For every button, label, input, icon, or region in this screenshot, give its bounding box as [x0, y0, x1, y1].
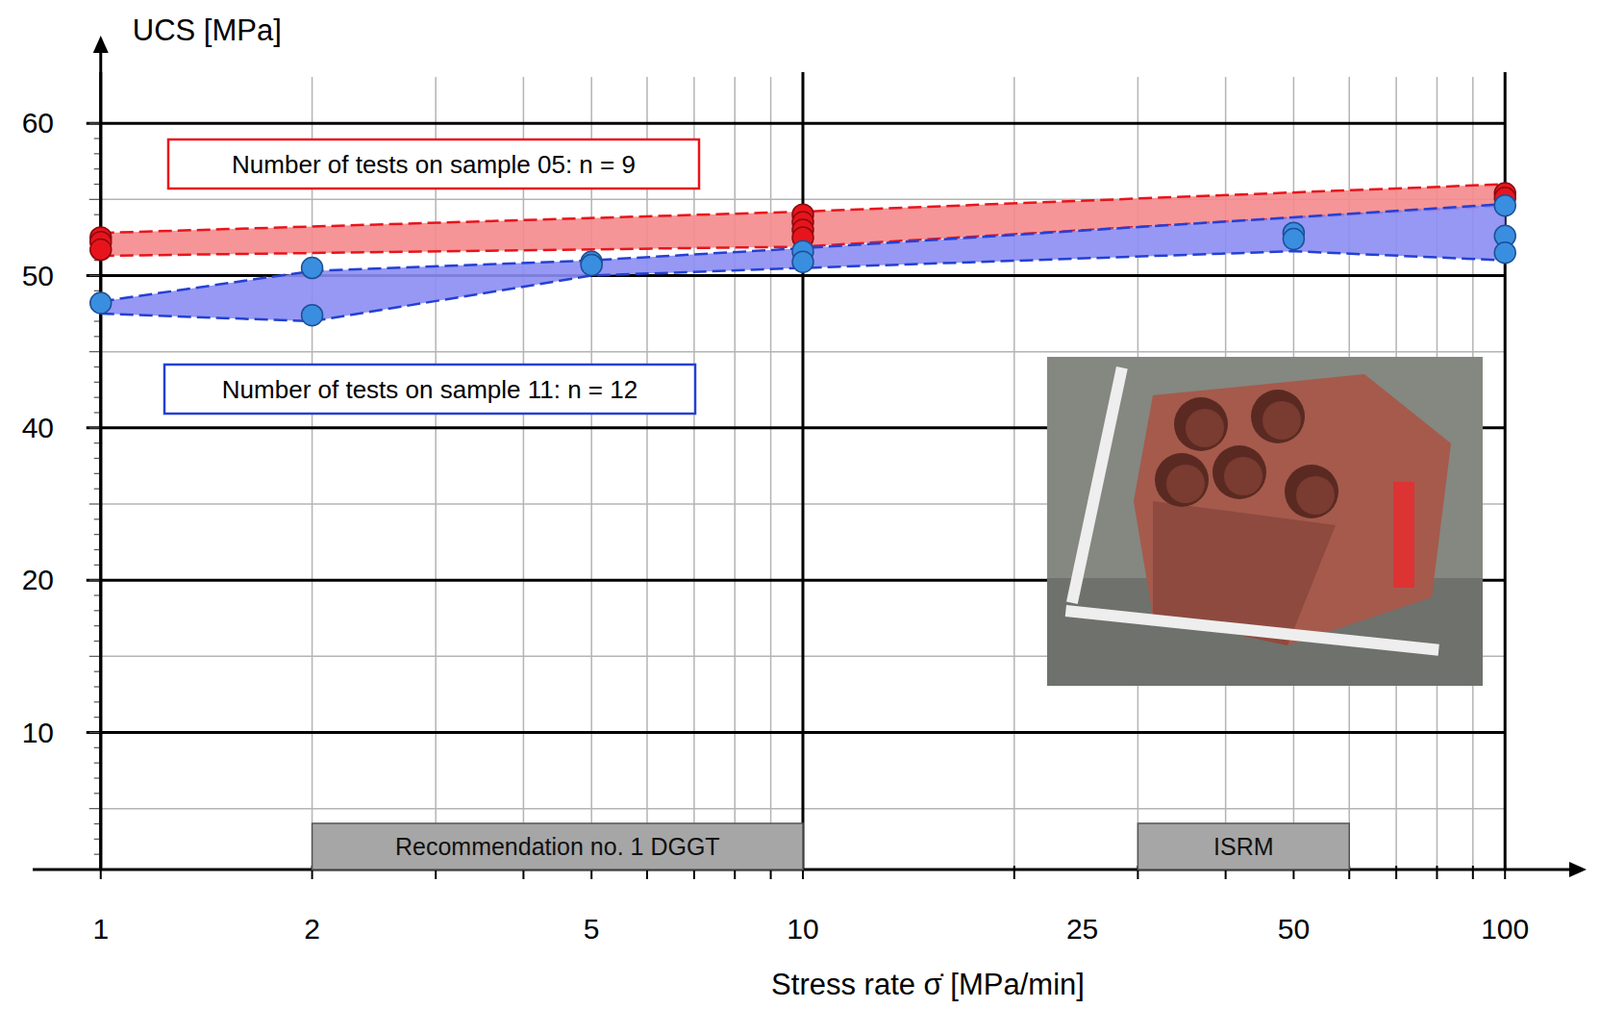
point — [580, 253, 602, 275]
y-minor-tick — [89, 807, 101, 809]
x-tick-label: 5 — [583, 912, 600, 945]
photo-hole — [1262, 400, 1301, 440]
photo-stone — [1133, 374, 1451, 646]
x-tick-label: 1 — [92, 912, 109, 945]
y-tick-label: 60 — [22, 106, 54, 139]
x-tick — [1435, 865, 1438, 879]
minor-grid — [693, 76, 696, 870]
x-axis-arrow — [1569, 861, 1587, 877]
minor-grid — [434, 76, 437, 870]
minor-grid — [311, 76, 314, 870]
photo-hole — [1166, 464, 1205, 503]
legend-box — [168, 139, 700, 189]
x-tick-label: 50 — [1277, 912, 1310, 945]
legend: Number of tests on sample 05: n = 9 Numbe… — [164, 139, 700, 414]
y-minor-tick — [89, 350, 101, 352]
y-axis-arrow — [93, 35, 109, 53]
range-box — [1137, 823, 1350, 870]
y-tick-label: 50 — [22, 259, 54, 292]
point — [301, 304, 324, 326]
photo-ruler — [1066, 366, 1128, 604]
legend-box — [164, 364, 696, 414]
point — [1494, 195, 1516, 217]
photo — [1047, 356, 1483, 686]
range-label: Recommendation no. 1 DGGT — [395, 832, 721, 860]
photo-ground — [1047, 356, 1483, 686]
band-upper — [100, 203, 1505, 301]
y-tick-label: 40 — [22, 411, 54, 444]
y-minor-tick — [89, 123, 101, 125]
point — [301, 257, 324, 279]
point — [1282, 228, 1304, 250]
range-label: ISRM — [1213, 832, 1275, 860]
photo-hole — [1174, 397, 1228, 451]
x-tick-label: 10 — [786, 912, 819, 945]
x-tick — [1503, 865, 1506, 879]
y-minor-tick — [89, 426, 101, 428]
y-axis — [99, 47, 102, 870]
x-tick — [1472, 865, 1475, 879]
x-tick-label: 100 — [1480, 912, 1529, 945]
point — [90, 239, 112, 261]
y-axis-title: UCS [MPa] — [132, 13, 282, 48]
point — [1494, 242, 1516, 264]
minor-grid — [590, 76, 593, 870]
major-grid — [801, 72, 805, 870]
photo-hole — [1185, 408, 1225, 448]
photo-ruler — [1393, 481, 1415, 588]
photo-hole — [1296, 475, 1335, 515]
photo-hole — [1224, 456, 1263, 496]
major-grid — [86, 730, 1505, 734]
photo-hole — [1284, 464, 1339, 519]
x-tick-label: 25 — [1066, 912, 1099, 945]
x-tick-label: 2 — [303, 912, 321, 945]
y-tick-label: 10 — [22, 716, 54, 749]
axes: 1251025501001020405060Stress rate σ̇ [MP… — [22, 13, 1587, 1001]
photo-hole — [1154, 452, 1209, 507]
plot-data — [90, 182, 1516, 326]
grid — [86, 72, 1505, 879]
photo-hole — [1212, 445, 1267, 500]
legend-label: Number of tests on sample 05: n = 9 — [231, 150, 636, 179]
legend-label: Number of tests on sample 11: n = 12 — [222, 375, 638, 404]
minor-grid — [523, 76, 525, 870]
minor-grid — [733, 76, 736, 870]
y-minor-tick — [89, 731, 101, 733]
minor-grid — [1013, 76, 1016, 870]
photo-ruler — [1065, 604, 1440, 656]
point — [90, 292, 112, 314]
x-tick — [1013, 865, 1016, 879]
y-minor-tick — [89, 655, 101, 657]
major-grid — [86, 122, 1505, 125]
y-minor-tick — [89, 275, 101, 276]
y-minor-tick — [89, 199, 101, 200]
minor-grid — [646, 76, 649, 870]
chart: 1251025501001020405060Stress rate σ̇ [MP… — [0, 0, 1600, 1009]
x-axis-title: Stress rate σ̇ [MPa/min] — [771, 967, 1085, 1001]
band-area — [100, 203, 1505, 322]
minor-grid — [770, 76, 773, 870]
y-tick-label: 20 — [22, 563, 54, 596]
y-minor-tick — [89, 502, 101, 504]
x-tick — [1395, 865, 1398, 879]
range-box — [312, 823, 803, 870]
point — [792, 250, 814, 273]
photo-hole — [1250, 389, 1305, 444]
annotations: Recommendation no. 1 DGGT ISRM — [312, 823, 1350, 870]
y-minor-tick — [89, 579, 101, 581]
